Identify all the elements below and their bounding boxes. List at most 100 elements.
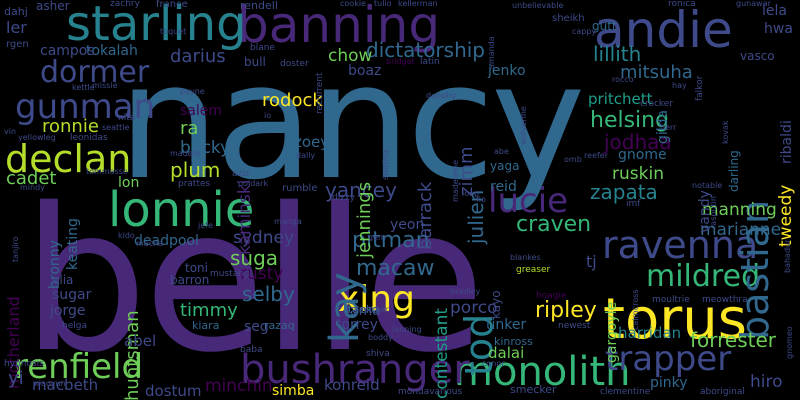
word-notable: notable — [692, 181, 723, 190]
word-poldark: poldark — [238, 179, 269, 188]
word-forrester: forrester — [690, 328, 777, 352]
word-hwa: hwa — [764, 21, 793, 37]
word-helsing: helsing — [590, 108, 670, 133]
word-mindy: mindy — [20, 183, 45, 192]
word-starling: starling — [66, 0, 247, 52]
word-recurrent: recurrent — [315, 72, 325, 114]
word-ripley: ripley — [535, 298, 597, 323]
word-rodock: rodock — [262, 90, 323, 111]
word-ra: ra — [180, 118, 199, 139]
word-torrey: torrey — [336, 317, 378, 333]
word-lon: lon — [118, 175, 140, 191]
word-macbeth: macbeth — [32, 376, 99, 394]
word-lela: lela — [762, 3, 787, 19]
word-shiva: shiva — [366, 349, 390, 359]
word-darius: darius — [170, 46, 226, 67]
word-mondavarious: mondavarious — [398, 387, 463, 397]
word-declan: declan — [5, 137, 132, 181]
word-sugar: sugar — [52, 287, 92, 303]
word-faulkner: faulkner — [356, 305, 389, 314]
word-reid: reid — [490, 179, 517, 195]
word-missie: missie — [92, 81, 118, 90]
word-baba: baba — [240, 345, 263, 355]
word-gnome: gnome — [618, 147, 667, 163]
word-bahadur: bahadur — [783, 239, 792, 273]
word-falkor: falkor — [695, 75, 705, 101]
word-newest: newest — [558, 321, 591, 331]
word-latin: latin — [420, 57, 440, 67]
word-konreid: konreid — [324, 376, 380, 394]
word-jefe: jefe — [198, 221, 213, 230]
word-tulio: tulio — [374, 0, 392, 8]
word-rumble: rumble — [282, 183, 318, 194]
word-vasco: vasco — [740, 49, 775, 63]
word-abe: abe — [494, 147, 509, 156]
word-dostum: dostum — [145, 382, 202, 400]
word-helga: helga — [62, 321, 87, 331]
word-rocco: rocco — [612, 75, 634, 84]
word-zoey: zoey — [294, 133, 330, 151]
word-dormer: dormer — [40, 55, 150, 90]
word-yancey: yancey — [325, 178, 397, 202]
word-ravenna: ravenna — [602, 223, 759, 267]
word-porco: porco — [450, 298, 498, 318]
word-yellowleg: yellowleg — [18, 133, 56, 142]
word-dunphy: dunphy — [426, 91, 457, 100]
word-contestant: contestant — [432, 307, 452, 399]
word-barrack: barrack — [415, 181, 436, 250]
word-lucie: lucie — [488, 181, 569, 221]
word-minchin: minchin — [205, 376, 273, 396]
word-tommasso: tommasso — [86, 167, 128, 176]
word-campos: campos — [40, 43, 95, 59]
word-blane: blane — [250, 43, 275, 53]
word-marianne: marianne — [700, 220, 782, 240]
word-cadet: cadet — [6, 168, 57, 189]
word-harridan: harridan — [618, 324, 682, 342]
word-payne: payne — [180, 87, 205, 96]
word-lillith: lillith — [593, 42, 642, 66]
word-zapata: zapata — [590, 180, 658, 204]
word-aziz: aziz — [232, 169, 250, 179]
word-seattle: seattle — [102, 123, 130, 132]
word-xiaoyun: xiaoyun — [34, 379, 66, 388]
word-taeko: taeko — [348, 303, 379, 316]
word-aboriginal: aboriginal — [700, 387, 745, 397]
word-manning: manning — [702, 200, 777, 220]
word-jenko: jenko — [488, 63, 526, 79]
word-ler: ler — [6, 18, 27, 37]
word-pitman: pitman — [352, 228, 430, 253]
word-dahj: dahj — [4, 5, 28, 18]
word-fio: fio — [476, 195, 486, 204]
word-smecker: smecker — [510, 383, 557, 396]
word-tokalah: tokalah — [86, 43, 138, 59]
word-unbelievable: unbelievable — [512, 1, 564, 10]
word-omb: omb — [564, 155, 582, 164]
word-craven: craven — [516, 212, 592, 237]
word-crocker: crocker — [640, 99, 674, 109]
word-pritchett: pritchett — [588, 90, 653, 108]
word-yeon: yeon — [390, 217, 425, 233]
word-lonnie: lonnie — [108, 182, 255, 238]
word-sterling: sterling — [381, 149, 390, 180]
word-hypnosis: hypnosis — [4, 359, 44, 369]
word-ribaldi: ribaldi — [779, 120, 795, 164]
word-cappy: cappy — [572, 27, 597, 36]
word-belle: belle — [22, 165, 485, 396]
word-rasputin: rasputin — [709, 196, 718, 229]
word-hay: hay — [672, 81, 687, 90]
word-io: io — [264, 111, 272, 120]
word-gunawar: gunawar — [736, 0, 771, 8]
word-mildred: mildred — [646, 259, 761, 294]
word-gutt: gutt — [592, 19, 617, 33]
word-suga: suga — [230, 246, 279, 270]
word-meowthra: meowthra — [702, 295, 748, 305]
word-madeleine: madeleine — [451, 159, 460, 202]
word-mitsuha: mitsuha — [620, 62, 693, 83]
word-andie: andie — [594, 1, 733, 59]
word-hiro: hiro — [750, 372, 783, 392]
word-gnomeo: gnomeo — [785, 326, 794, 359]
word-madero: madero — [170, 149, 201, 158]
word-kettle: kettle — [72, 83, 95, 92]
word-conor: conor — [482, 359, 505, 368]
word-sheikh: sheikh — [552, 13, 585, 24]
